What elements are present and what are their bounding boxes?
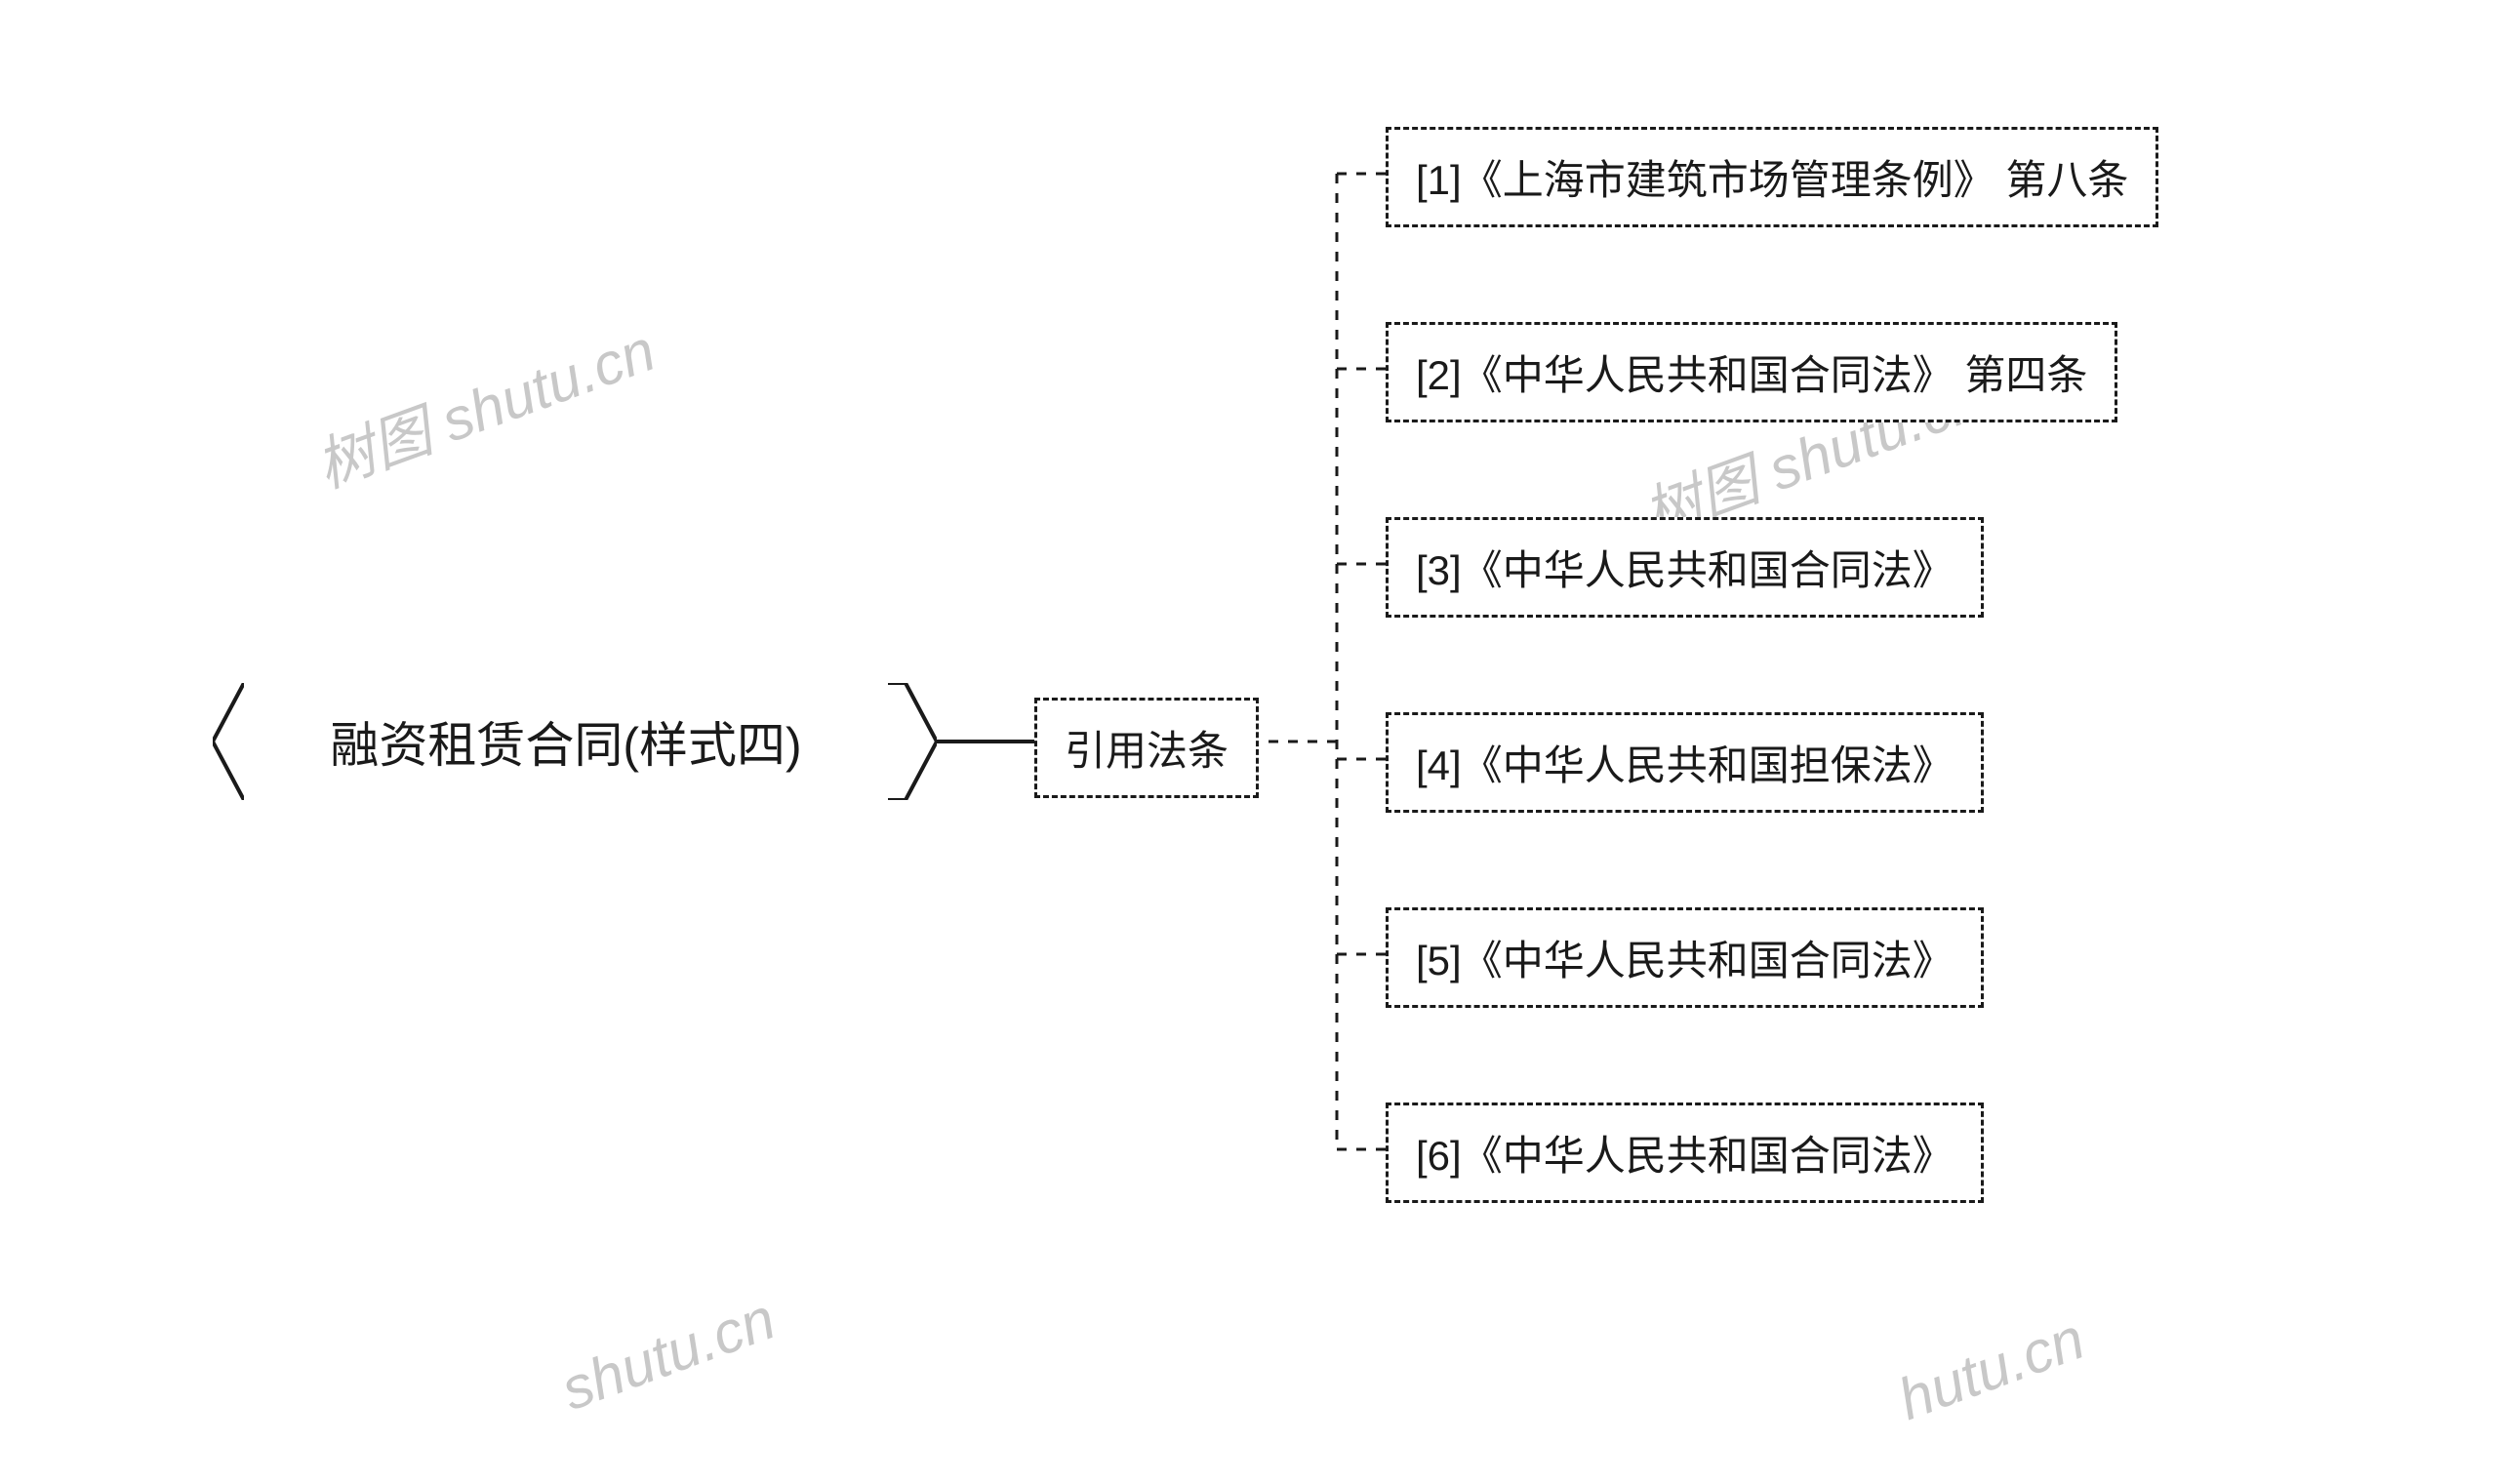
leaf-node: [6]《中华人民共和国合同法》 — [1386, 1103, 1984, 1203]
watermark: 树图 shutu.cn — [302, 303, 665, 504]
leaf-node: [2]《中华人民共和国合同法》 第四条 — [1386, 322, 2117, 422]
leaf-node: [4]《中华人民共和国担保法》 — [1386, 712, 1984, 813]
watermark: shutu.cn — [552, 1285, 784, 1424]
leaf-label: [5]《中华人民共和国合同法》 — [1416, 928, 1954, 987]
branch-node: 引用法条 — [1034, 698, 1259, 798]
watermark: hutu.cn — [1889, 1304, 2093, 1433]
branch-label: 引用法条 — [1065, 718, 1229, 778]
root-label: 融资租赁合同(样式四) — [330, 706, 801, 777]
leaf-node: [3]《中华人民共和国合同法》 — [1386, 517, 1984, 618]
leaf-label: [1]《上海市建筑市场管理条例》 第八条 — [1416, 147, 2128, 207]
root-node: 融资租赁合同(样式四) — [244, 683, 888, 800]
diagram-canvas: 树图 shutu.cn 树图 shutu.cn shutu.cn hutu.cn… — [0, 0, 2498, 1484]
leaf-label: [4]《中华人民共和国担保法》 — [1416, 733, 1954, 792]
leaf-label: [2]《中华人民共和国合同法》 第四条 — [1416, 342, 2087, 402]
leaf-label: [6]《中华人民共和国合同法》 — [1416, 1123, 1954, 1183]
leaf-node: [1]《上海市建筑市场管理条例》 第八条 — [1386, 127, 2158, 227]
leaf-label: [3]《中华人民共和国合同法》 — [1416, 538, 1954, 597]
leaf-node: [5]《中华人民共和国合同法》 — [1386, 907, 1984, 1008]
